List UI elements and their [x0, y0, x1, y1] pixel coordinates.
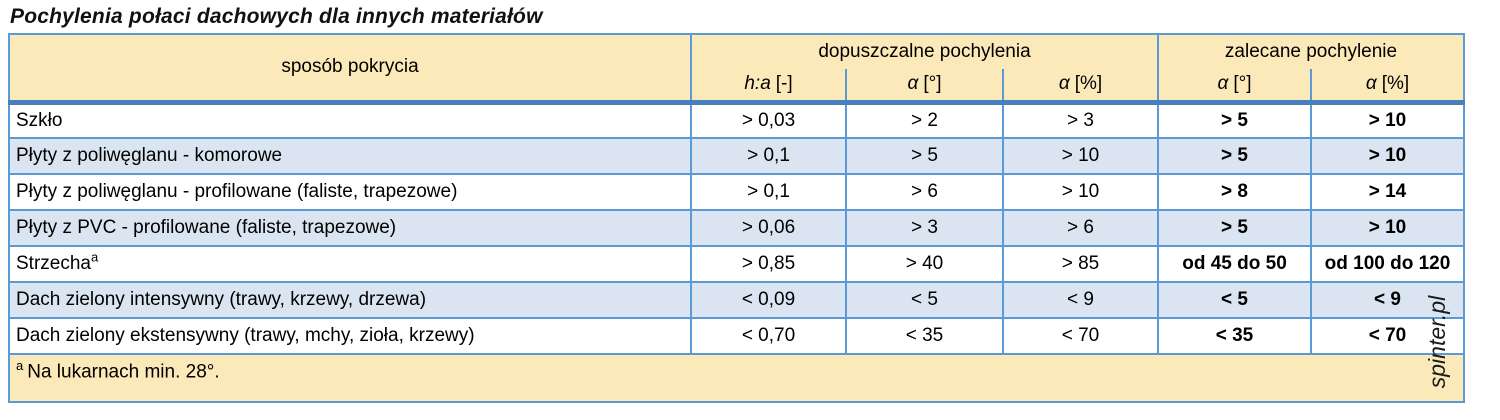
value-cell: > 0,85 — [690, 245, 847, 283]
value-cell: > 0,1 — [690, 137, 847, 175]
footnote-text: Na lukarnach min. 28°. — [27, 361, 220, 383]
value-cell: > 0,06 — [690, 209, 847, 247]
header-group-zalecane: zalecane pochylenie — [1157, 33, 1465, 69]
header-unit-rec-alpha-pct-symbol: α — [1365, 73, 1377, 95]
material-cell: Szkło — [8, 101, 692, 139]
material-cell: Dach zielony ekstensywny (trawy, mchy, z… — [8, 317, 692, 355]
recommended-cell: > 5 — [1157, 137, 1312, 175]
value-cell: > 6 — [1002, 209, 1159, 247]
header-unit-alpha-deg-bracket: [°] — [923, 73, 942, 95]
recommended-cell: > 10 — [1310, 137, 1465, 175]
table-row: Płyty z PVC - profilowane (faliste, trap… — [8, 209, 1465, 247]
value-cell: > 40 — [845, 245, 1004, 283]
header-unit-rec-alpha-deg-bracket: [°] — [1233, 73, 1252, 95]
value-cell: > 85 — [1002, 245, 1159, 283]
recommended-cell: > 10 — [1310, 209, 1465, 247]
value-cell: > 5 — [845, 137, 1004, 175]
value-cell: > 2 — [845, 101, 1004, 139]
table-row: Płyty z poliwęglanu - profilowane (falis… — [8, 173, 1465, 211]
material-cell: Płyty z PVC - profilowane (faliste, trap… — [8, 209, 692, 247]
material-cell: Strzechaa — [8, 245, 692, 283]
header-unit-rec-alpha-deg-symbol: α — [1217, 73, 1229, 95]
recommended-cell: > 10 — [1310, 101, 1465, 139]
material-cell: Dach zielony intensywny (trawy, krzewy, … — [8, 281, 692, 319]
header-group-dopuszczalne: dopuszczalne pochylenia — [690, 33, 1159, 69]
header-sposob-pokrycia: sposób pokrycia — [8, 33, 692, 105]
value-cell: > 6 — [845, 173, 1004, 211]
header-unit-ha-symbol: h:a — [744, 73, 771, 95]
value-cell: > 10 — [1002, 137, 1159, 175]
value-cell: > 0,03 — [690, 101, 847, 139]
recommended-cell: od 45 do 50 — [1157, 245, 1312, 283]
header-unit-ha-bracket: [-] — [775, 73, 793, 95]
roof-slope-table: sposób pokrycia dopuszczalne pochylenia … — [8, 33, 1465, 403]
table-footnote-row: a Na lukarnach min. 28°. — [8, 353, 1465, 403]
table-row: Płyty z poliwęglanu - komorowe > 0,1 > 5… — [8, 137, 1465, 175]
material-cell: Płyty z poliwęglanu - komorowe — [8, 137, 692, 175]
value-cell: > 10 — [1002, 173, 1159, 211]
header-unit-rec-alpha-deg: α [°] — [1157, 69, 1312, 105]
value-cell: < 0,70 — [690, 317, 847, 355]
recommended-cell: > 8 — [1157, 173, 1312, 211]
footnote-marker: a — [16, 358, 24, 373]
header-unit-rec-alpha-pct: α [%] — [1310, 69, 1465, 105]
value-cell: > 3 — [845, 209, 1004, 247]
header-unit-ha: h:a [-] — [690, 69, 847, 105]
table-header: sposób pokrycia dopuszczalne pochylenia … — [8, 33, 1465, 105]
header-unit-alpha-deg: α [°] — [845, 69, 1004, 105]
recommended-cell: < 70 — [1310, 317, 1465, 355]
page-title: Pochylenia połaci dachowych dla innych m… — [10, 5, 543, 28]
header-unit-alpha-pct: α [%] — [1002, 69, 1159, 105]
recommended-cell: od 100 do 120 — [1310, 245, 1465, 283]
recommended-cell: < 35 — [1157, 317, 1312, 355]
value-cell: < 5 — [845, 281, 1004, 319]
recommended-cell: > 14 — [1310, 173, 1465, 211]
table-row: Dach zielony intensywny (trawy, krzewy, … — [8, 281, 1465, 319]
recommended-cell: > 5 — [1157, 209, 1312, 247]
value-cell: < 0,09 — [690, 281, 847, 319]
value-cell: < 70 — [1002, 317, 1159, 355]
header-unit-alpha-pct-symbol: α — [1058, 73, 1070, 95]
recommended-cell: < 9 — [1310, 281, 1465, 319]
table-row: Szkło > 0,03 > 2 > 3 > 5 > 10 — [8, 101, 1465, 139]
table-row: Dach zielony ekstensywny (trawy, mchy, z… — [8, 317, 1465, 355]
value-cell: < 9 — [1002, 281, 1159, 319]
material-cell: Płyty z poliwęglanu - profilowane (falis… — [8, 173, 692, 211]
footnote-cell: a Na lukarnach min. 28°. — [8, 353, 1465, 403]
recommended-cell: > 5 — [1157, 101, 1312, 139]
table-row: Strzechaa > 0,85 > 40 > 85 od 45 do 50 o… — [8, 245, 1465, 283]
recommended-cell: < 5 — [1157, 281, 1312, 319]
header-unit-alpha-pct-bracket: [%] — [1074, 73, 1103, 95]
value-cell: > 3 — [1002, 101, 1159, 139]
value-cell: < 35 — [845, 317, 1004, 355]
header-unit-alpha-deg-symbol: α — [907, 73, 919, 95]
value-cell: > 0,1 — [690, 173, 847, 211]
header-unit-rec-alpha-pct-bracket: [%] — [1381, 73, 1410, 95]
